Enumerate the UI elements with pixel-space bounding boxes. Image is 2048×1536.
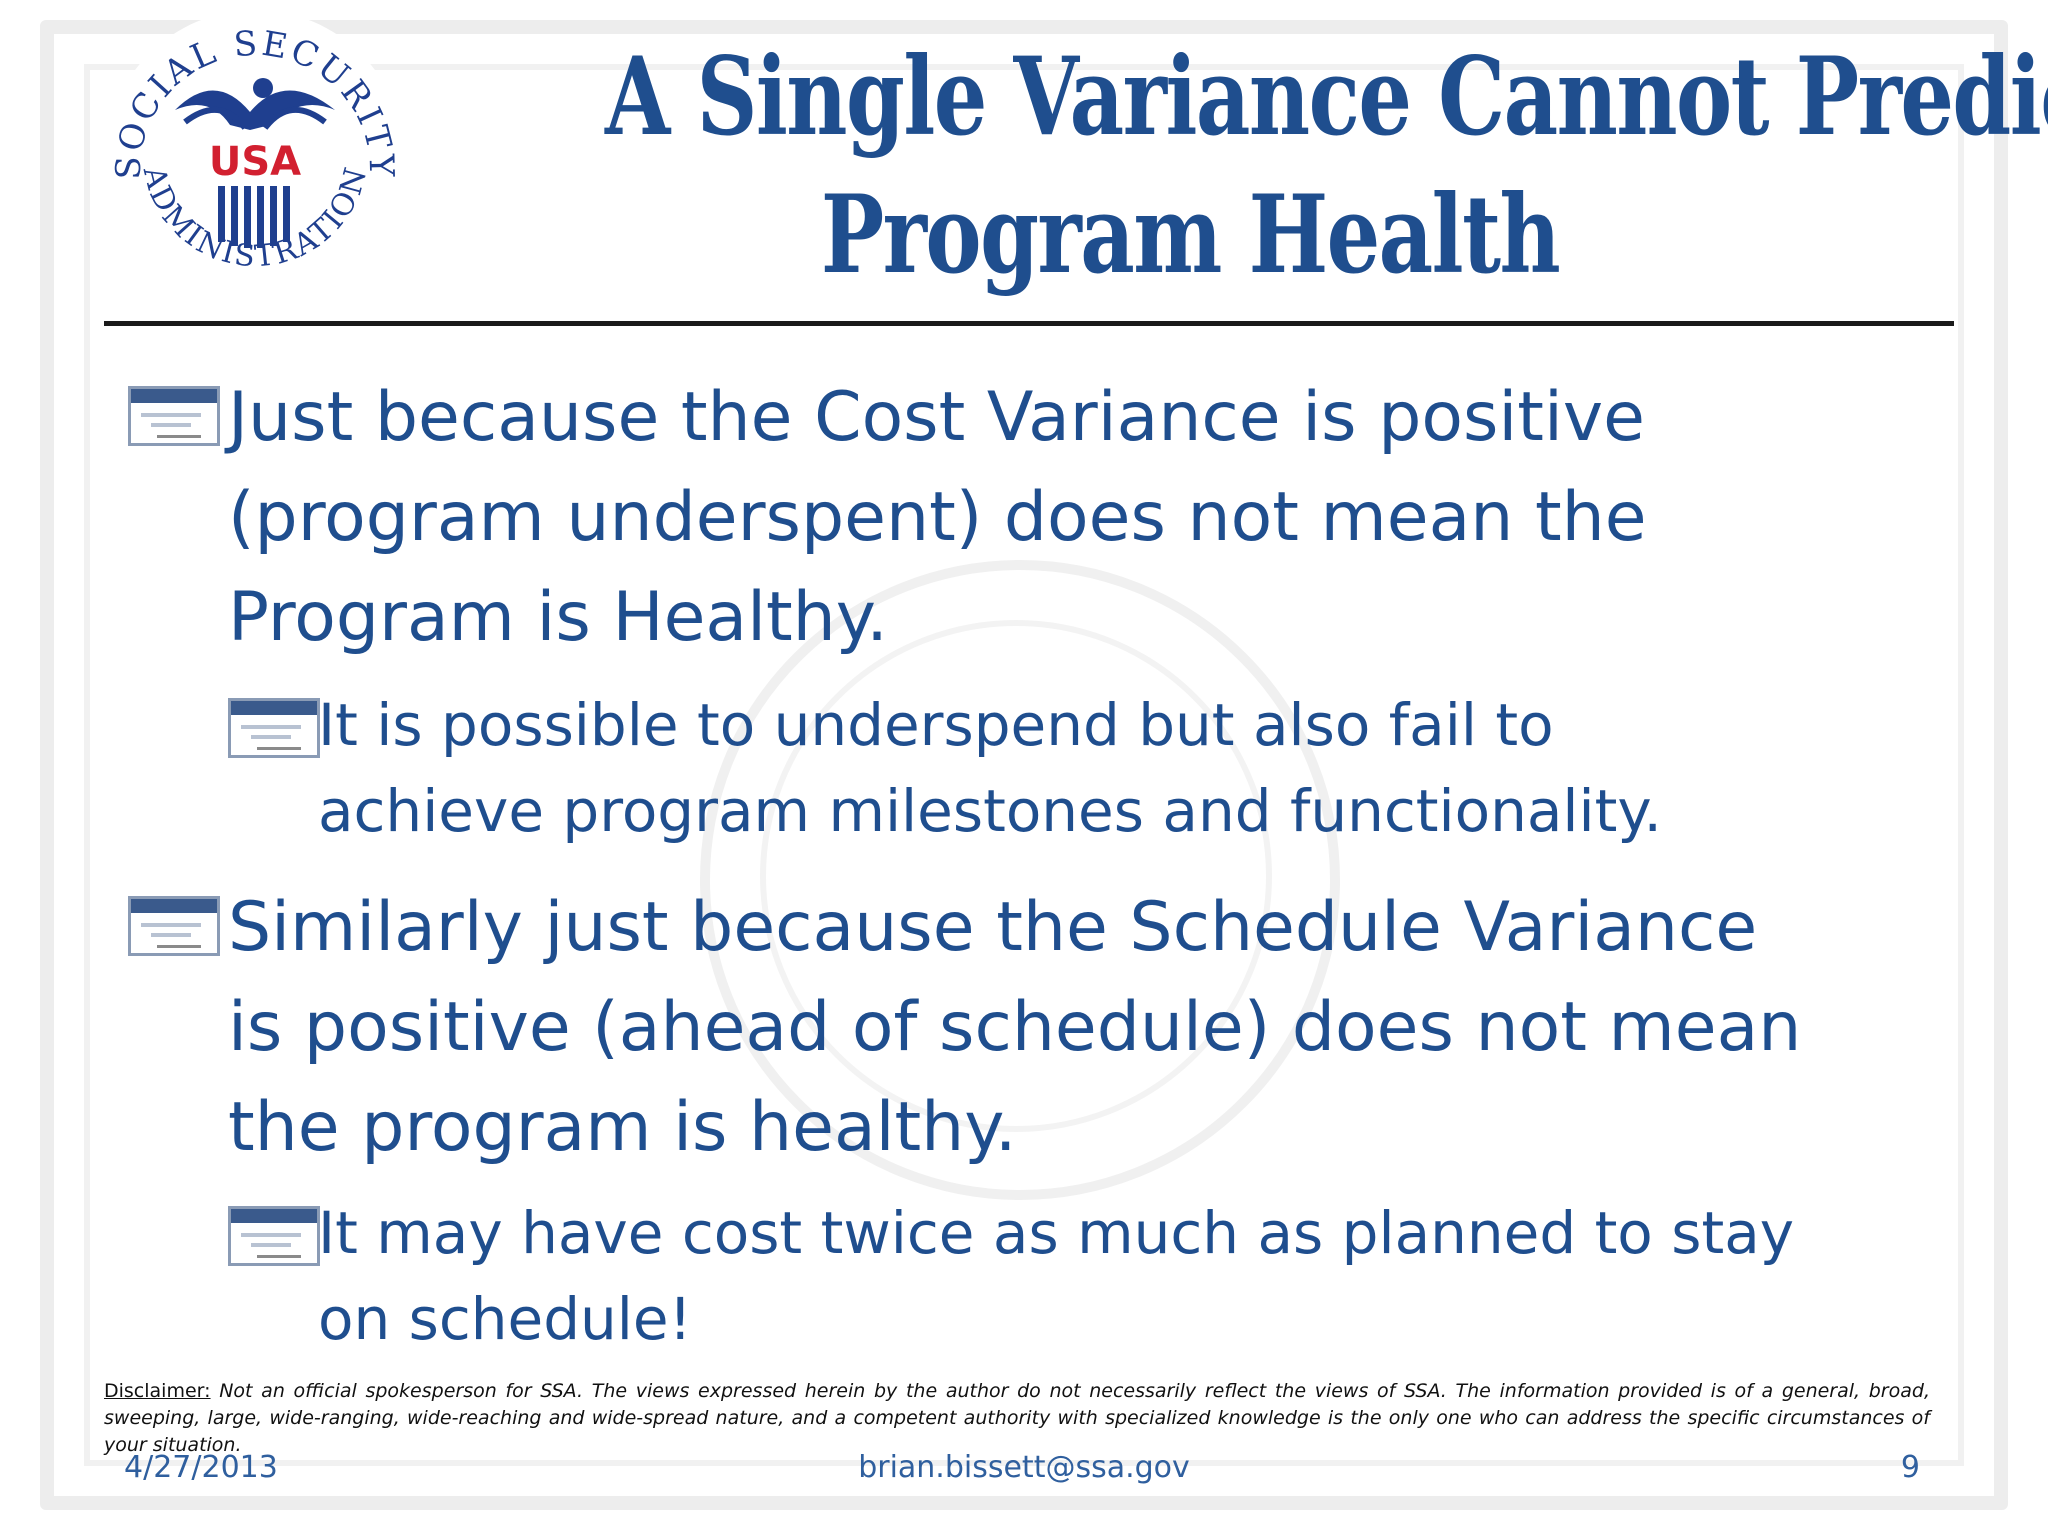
- social-security-card-icon: [228, 698, 320, 758]
- bullet-item: Just because the Cost Variance is positi…: [228, 368, 1647, 668]
- eagle-seal-icon: USA: [175, 78, 335, 248]
- disclaimer-label: Disclaimer:: [104, 1380, 211, 1402]
- footer-email: brian.bissett@ssa.gov: [858, 1450, 1190, 1485]
- svg-text:USA: USA: [209, 139, 301, 185]
- footer-date: 4/27/2013: [124, 1450, 278, 1485]
- disclaimer: Disclaimer: Not an official spokesperson…: [104, 1378, 1930, 1459]
- background-card-frame: [84, 64, 1964, 1466]
- title-divider: [104, 321, 1954, 326]
- slide-title-line-1: A Single Variance Cannot Predict: [605, 34, 2048, 160]
- bullet-item: It may have cost twice as much as planne…: [318, 1190, 1794, 1362]
- social-security-card-icon: [128, 386, 220, 446]
- bullet-item: It is possible to underspend but also fa…: [318, 682, 1662, 854]
- ssa-logo: SOCIAL SECURITY ADMINISTRATION USA: [105, 10, 405, 310]
- social-security-card-icon: [228, 1206, 320, 1266]
- footer-page-number: 9: [1900, 1450, 1920, 1485]
- bullet-item: Similarly just because the Schedule Vari…: [228, 878, 1801, 1178]
- slide-title: A Single Variance Cannot Predict Program…: [605, 28, 2048, 304]
- bullet-text: It may have cost twice as much as planne…: [318, 1199, 1795, 1353]
- slide-title-line-2: Program Health: [820, 172, 1561, 298]
- bullet-text: Similarly just because the Schedule Vari…: [228, 888, 1802, 1167]
- bullet-text: Just because the Cost Variance is positi…: [228, 378, 1647, 657]
- background-seal-watermark: [700, 560, 1340, 1200]
- bullet-text: It is possible to underspend but also fa…: [318, 691, 1662, 845]
- background-seal-inner-watermark: [760, 620, 1272, 1132]
- social-security-card-icon: [128, 896, 220, 956]
- disclaimer-text: Not an official spokesperson for SSA. Th…: [104, 1380, 1930, 1456]
- background-card-watermark: [40, 20, 2008, 1510]
